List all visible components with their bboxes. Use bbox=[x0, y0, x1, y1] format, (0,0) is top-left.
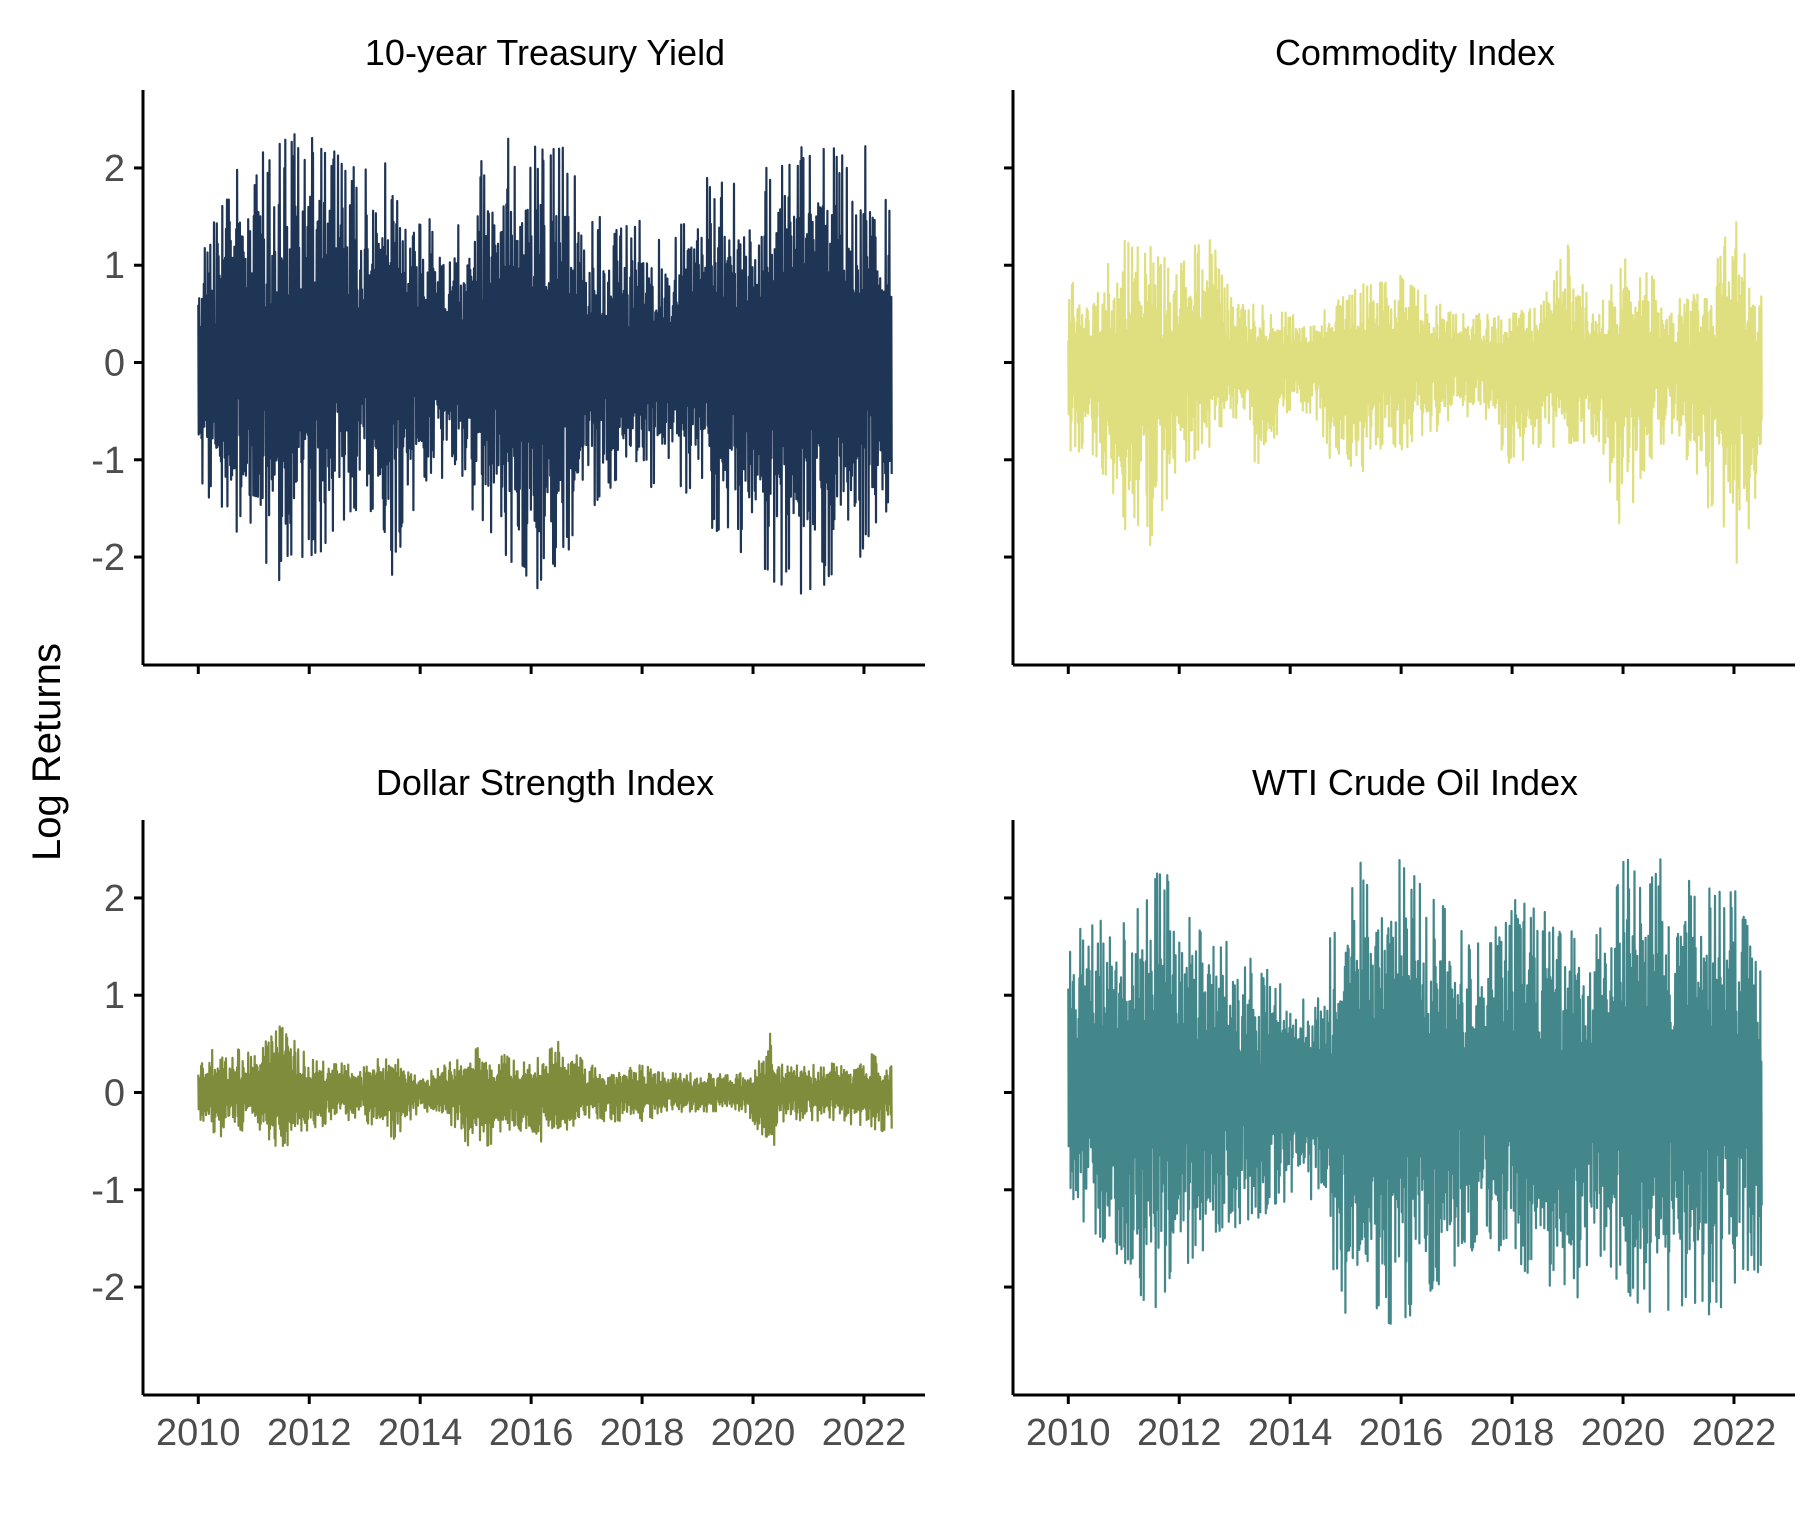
x-tick-label: 2012 bbox=[1137, 1412, 1222, 1454]
panel-title: Commodity Index bbox=[1275, 32, 1555, 73]
y-tick-label: 1 bbox=[104, 245, 125, 287]
panels: 10-year Treasury Yield -2 -1 0 1 2 Commodity I… bbox=[91, 32, 1795, 1454]
x-tick-label: 2020 bbox=[1581, 1412, 1666, 1454]
x-tick-label: 2016 bbox=[489, 1412, 574, 1454]
x-tick-label: 2014 bbox=[378, 1412, 463, 1454]
y-tick-label: -2 bbox=[91, 1267, 125, 1309]
x-tick-label: 2014 bbox=[1248, 1412, 1333, 1454]
y-tick-label: 2 bbox=[104, 878, 125, 920]
series-line bbox=[197, 1025, 893, 1147]
panel-2: Commodity Index bbox=[1004, 32, 1795, 674]
y-tick-label: 0 bbox=[104, 1073, 125, 1115]
x-tick-label: 2020 bbox=[711, 1412, 796, 1454]
x-tick-label: 2022 bbox=[822, 1412, 907, 1454]
y-tick-label: -1 bbox=[91, 1170, 125, 1212]
panel-title: Dollar Strength Index bbox=[376, 762, 714, 803]
x-tick-label: 2018 bbox=[600, 1412, 685, 1454]
panel-3: Dollar Strength Index -2 -1 0 1 2 2010 2012 2014… bbox=[91, 762, 925, 1454]
series-line bbox=[197, 133, 893, 595]
panel-4: WTI Crude Oil Index 2010 2012 2014 2016 2018 2… bbox=[1004, 762, 1795, 1454]
x-tick-label: 2022 bbox=[1692, 1412, 1777, 1454]
x-tick-label: 2012 bbox=[267, 1412, 352, 1454]
y-tick-label: 2 bbox=[104, 148, 125, 190]
y-tick-label: -2 bbox=[91, 537, 125, 579]
series-line bbox=[1067, 858, 1763, 1325]
y-tick-label: 0 bbox=[104, 343, 125, 385]
panel-title: 10-year Treasury Yield bbox=[365, 32, 725, 73]
x-tick-label: 2016 bbox=[1359, 1412, 1444, 1454]
x-tick-label: 2018 bbox=[1470, 1412, 1555, 1454]
x-tick-label: 2010 bbox=[1026, 1412, 1111, 1454]
y-tick-label: 1 bbox=[104, 975, 125, 1017]
panel-title: WTI Crude Oil Index bbox=[1252, 762, 1578, 803]
x-tick-label: 2010 bbox=[156, 1412, 241, 1454]
panel-1: 10-year Treasury Yield -2 -1 0 1 2 bbox=[91, 32, 925, 674]
series-line bbox=[1067, 221, 1763, 564]
shared-y-axis-label: Log Returns bbox=[25, 643, 69, 861]
y-tick-label: -1 bbox=[91, 440, 125, 482]
